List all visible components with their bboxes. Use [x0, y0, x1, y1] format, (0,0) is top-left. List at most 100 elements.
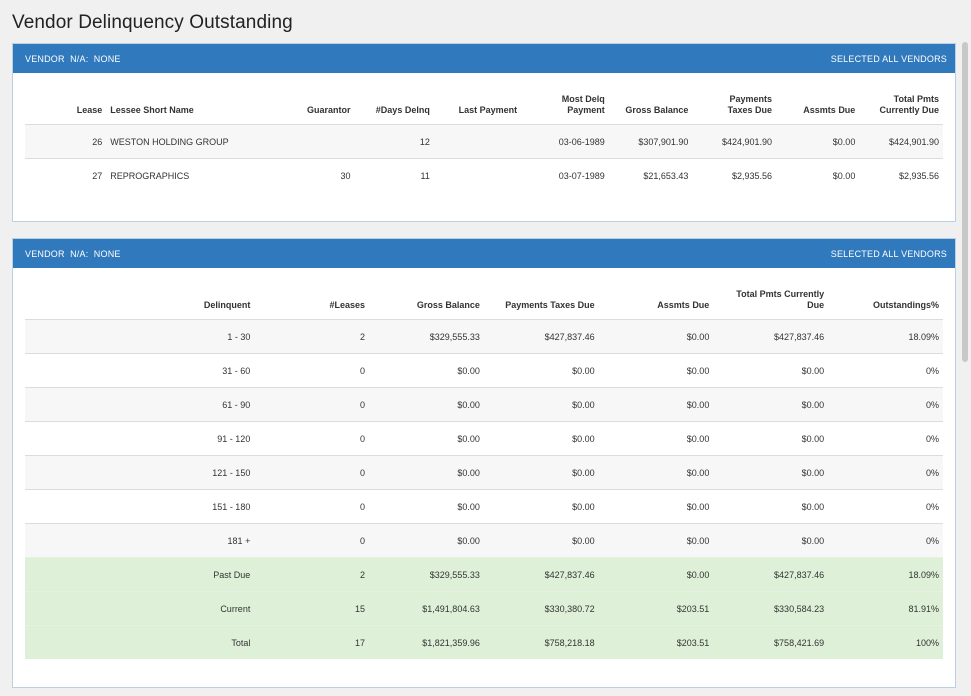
summary-label: Total — [25, 625, 255, 659]
summary-row-current[interactable]: Current 15 $1,491,804.63 $330,380.72 $20… — [25, 591, 943, 626]
lease-count: 0 — [254, 387, 370, 422]
outstandings-pct: 0% — [828, 353, 943, 388]
delinquent-range: 151 - 180 — [25, 489, 255, 524]
outstandings-pct: 81.91% — [828, 591, 943, 626]
summary-row-past-due[interactable]: Past Due 2 $329,555.33 $427,837.46 $0.00… — [25, 557, 943, 592]
vendor-label: VENDOR N/A: NONE — [25, 53, 121, 64]
column-header[interactable]: #Days Delnq — [375, 105, 430, 115]
lease-count: 0 — [254, 455, 370, 490]
table-header-row: Lease Lessee Short Name Guarantor #Days … — [25, 94, 943, 125]
assmts-due: $0.00 — [598, 489, 714, 524]
summary-label: Past Due — [25, 557, 255, 592]
payments-taxes-due: $427,837.46 — [483, 557, 599, 592]
gross-balance: $21,653.43 — [608, 158, 693, 192]
total-pmts-due: $0.00 — [713, 353, 829, 388]
scrollbar-thumb[interactable] — [962, 42, 968, 362]
table-header-row: Delinquent #Leases Gross Balance Payment… — [25, 289, 943, 320]
assmts-due: $0.00 — [598, 421, 714, 456]
page-title: Vendor Delinquency Outstanding — [12, 12, 293, 33]
gross-balance: $0.00 — [369, 523, 484, 558]
outstandings-pct: 0% — [828, 387, 943, 422]
total-pmts-due: $427,837.46 — [713, 557, 829, 592]
assmts-due: $203.51 — [598, 591, 714, 626]
outstandings-pct: 100% — [828, 625, 943, 659]
days-delinquent: 12 — [354, 124, 434, 159]
lease-count: 15 — [254, 591, 370, 626]
column-header[interactable]: Total Pmts Currently Due — [879, 94, 939, 115]
guarantor: 30 — [274, 158, 355, 192]
summary-label: Current — [25, 591, 255, 626]
table-row[interactable]: 151 - 180 0 $0.00 $0.00 $0.00 $0.00 0% — [25, 489, 943, 524]
delinquency-table: Delinquent #Leases Gross Balance Payment… — [25, 289, 943, 659]
guarantor — [274, 124, 355, 159]
lease-count: 0 — [254, 523, 370, 558]
lease-count: 2 — [254, 319, 370, 354]
gross-balance: $1,491,804.63 — [369, 591, 484, 626]
gross-balance: $0.00 — [369, 421, 484, 456]
gross-balance: $1,821,359.96 — [369, 625, 484, 659]
table-row[interactable]: 61 - 90 0 $0.00 $0.00 $0.00 $0.00 0% — [25, 387, 943, 422]
column-header[interactable]: Assmts Due — [803, 105, 856, 115]
table-row[interactable]: 121 - 150 0 $0.00 $0.00 $0.00 $0.00 0% — [25, 455, 943, 490]
summary-row-total[interactable]: Total 17 $1,821,359.96 $758,218.18 $203.… — [25, 625, 943, 659]
column-header[interactable]: Gross Balance — [416, 300, 480, 310]
column-header[interactable]: #Leases — [329, 300, 366, 310]
days-delinquent: 11 — [354, 158, 434, 192]
column-header[interactable]: Total Pmts Currently Due — [736, 289, 825, 310]
total-pmts-due: $2,935.56 — [859, 158, 943, 192]
delinquent-range: 181 + — [25, 523, 255, 558]
delinquent-range: 121 - 150 — [25, 455, 255, 490]
table-row[interactable]: 27 REPROGRAPHICS 30 11 03-07-1989 $21,65… — [25, 158, 943, 192]
column-header[interactable]: Guarantor — [307, 105, 351, 115]
outstandings-pct: 18.09% — [828, 557, 943, 592]
assmts-due: $0.00 — [598, 557, 714, 592]
lease-count: 0 — [254, 353, 370, 388]
payments-taxes-due: $427,837.46 — [483, 319, 599, 354]
vendor-label: VENDOR N/A: NONE — [25, 248, 121, 259]
outstandings-pct: 0% — [828, 421, 943, 456]
total-pmts-due: $0.00 — [713, 455, 829, 490]
lease-count: 2 — [254, 557, 370, 592]
lease-count: 0 — [254, 489, 370, 524]
payments-taxes-due: $0.00 — [483, 353, 599, 388]
vendor-selection-label: SELECTED ALL VENDORS — [830, 53, 947, 64]
outstandings-pct: 0% — [828, 489, 943, 524]
table-row[interactable]: 31 - 60 0 $0.00 $0.00 $0.00 $0.00 0% — [25, 353, 943, 388]
column-header[interactable]: Last Payment — [458, 105, 518, 115]
table-row[interactable]: 181 + 0 $0.00 $0.00 $0.00 $0.00 0% — [25, 523, 943, 558]
column-header[interactable]: Assmts Due — [657, 300, 710, 310]
lease-count: 0 — [254, 421, 370, 456]
delinquent-range: 31 - 60 — [25, 353, 255, 388]
column-header[interactable]: Lease — [76, 105, 103, 115]
table-row[interactable]: 26 WESTON HOLDING GROUP 12 03-06-1989 $3… — [25, 124, 943, 159]
column-header[interactable]: Delinquent — [203, 300, 251, 310]
total-pmts-due: $758,421.69 — [713, 625, 829, 659]
column-header[interactable]: Payments Taxes Due — [727, 94, 772, 115]
assmts-due: $0.00 — [598, 387, 714, 422]
delinquent-range: 91 - 120 — [25, 421, 255, 456]
payments-taxes-due: $0.00 — [483, 489, 599, 524]
payments-taxes-due: $0.00 — [483, 421, 599, 456]
assmts-due: $0.00 — [598, 455, 714, 490]
table-row[interactable]: 91 - 120 0 $0.00 $0.00 $0.00 $0.00 0% — [25, 421, 943, 456]
gross-balance: $0.00 — [369, 455, 484, 490]
payments-taxes-due: $0.00 — [483, 387, 599, 422]
gross-balance: $329,555.33 — [369, 319, 484, 354]
total-pmts-due: $0.00 — [713, 489, 829, 524]
payments-taxes-due: $2,935.56 — [692, 158, 776, 192]
column-header[interactable]: Lessee Short Name — [110, 105, 194, 115]
column-header[interactable]: Gross Balance — [625, 105, 689, 115]
table-row[interactable]: 1 - 30 2 $329,555.33 $427,837.46 $0.00 $… — [25, 319, 943, 354]
outstandings-pct: 18.09% — [828, 319, 943, 354]
payments-taxes-due: $0.00 — [483, 455, 599, 490]
payments-taxes-due: $330,380.72 — [483, 591, 599, 626]
column-header[interactable]: Outstandings% — [872, 300, 939, 310]
gross-balance: $0.00 — [369, 353, 484, 388]
assmts-due: $0.00 — [776, 124, 860, 159]
vertical-scrollbar[interactable] — [959, 40, 971, 690]
total-pmts-due: $424,901.90 — [859, 124, 943, 159]
column-header[interactable]: Most Delq Payment — [561, 94, 605, 115]
last-payment — [433, 158, 522, 192]
gross-balance: $0.00 — [369, 387, 484, 422]
column-header[interactable]: Payments Taxes Due — [505, 300, 595, 310]
